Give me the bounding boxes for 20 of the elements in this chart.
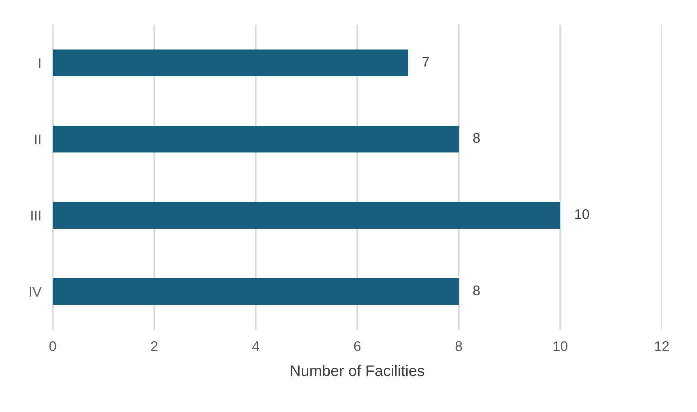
x-tick-label: 10 <box>554 341 568 352</box>
data-label: 7 <box>422 57 430 67</box>
x-tick-label: 6 <box>354 341 361 352</box>
x-axis-title: Number of Facilities <box>291 365 424 376</box>
x-tick-label: 0 <box>50 341 56 352</box>
data-label: 10 <box>575 210 590 220</box>
y-tick-label: IV <box>30 287 42 297</box>
bar <box>53 126 459 153</box>
bar <box>53 202 560 229</box>
x-tick-label: 8 <box>456 341 462 352</box>
y-tick-label: II <box>35 134 41 144</box>
x-tick-label: 4 <box>252 342 260 352</box>
x-tick-label: 2 <box>151 341 158 352</box>
x-tick-label: 12 <box>655 341 670 352</box>
bar <box>53 278 459 306</box>
data-label: 8 <box>473 133 480 144</box>
y-tick-label: I <box>39 58 41 68</box>
bar <box>53 50 408 76</box>
data-label: 8 <box>473 286 480 296</box>
y-tick-label: III <box>32 211 41 221</box>
